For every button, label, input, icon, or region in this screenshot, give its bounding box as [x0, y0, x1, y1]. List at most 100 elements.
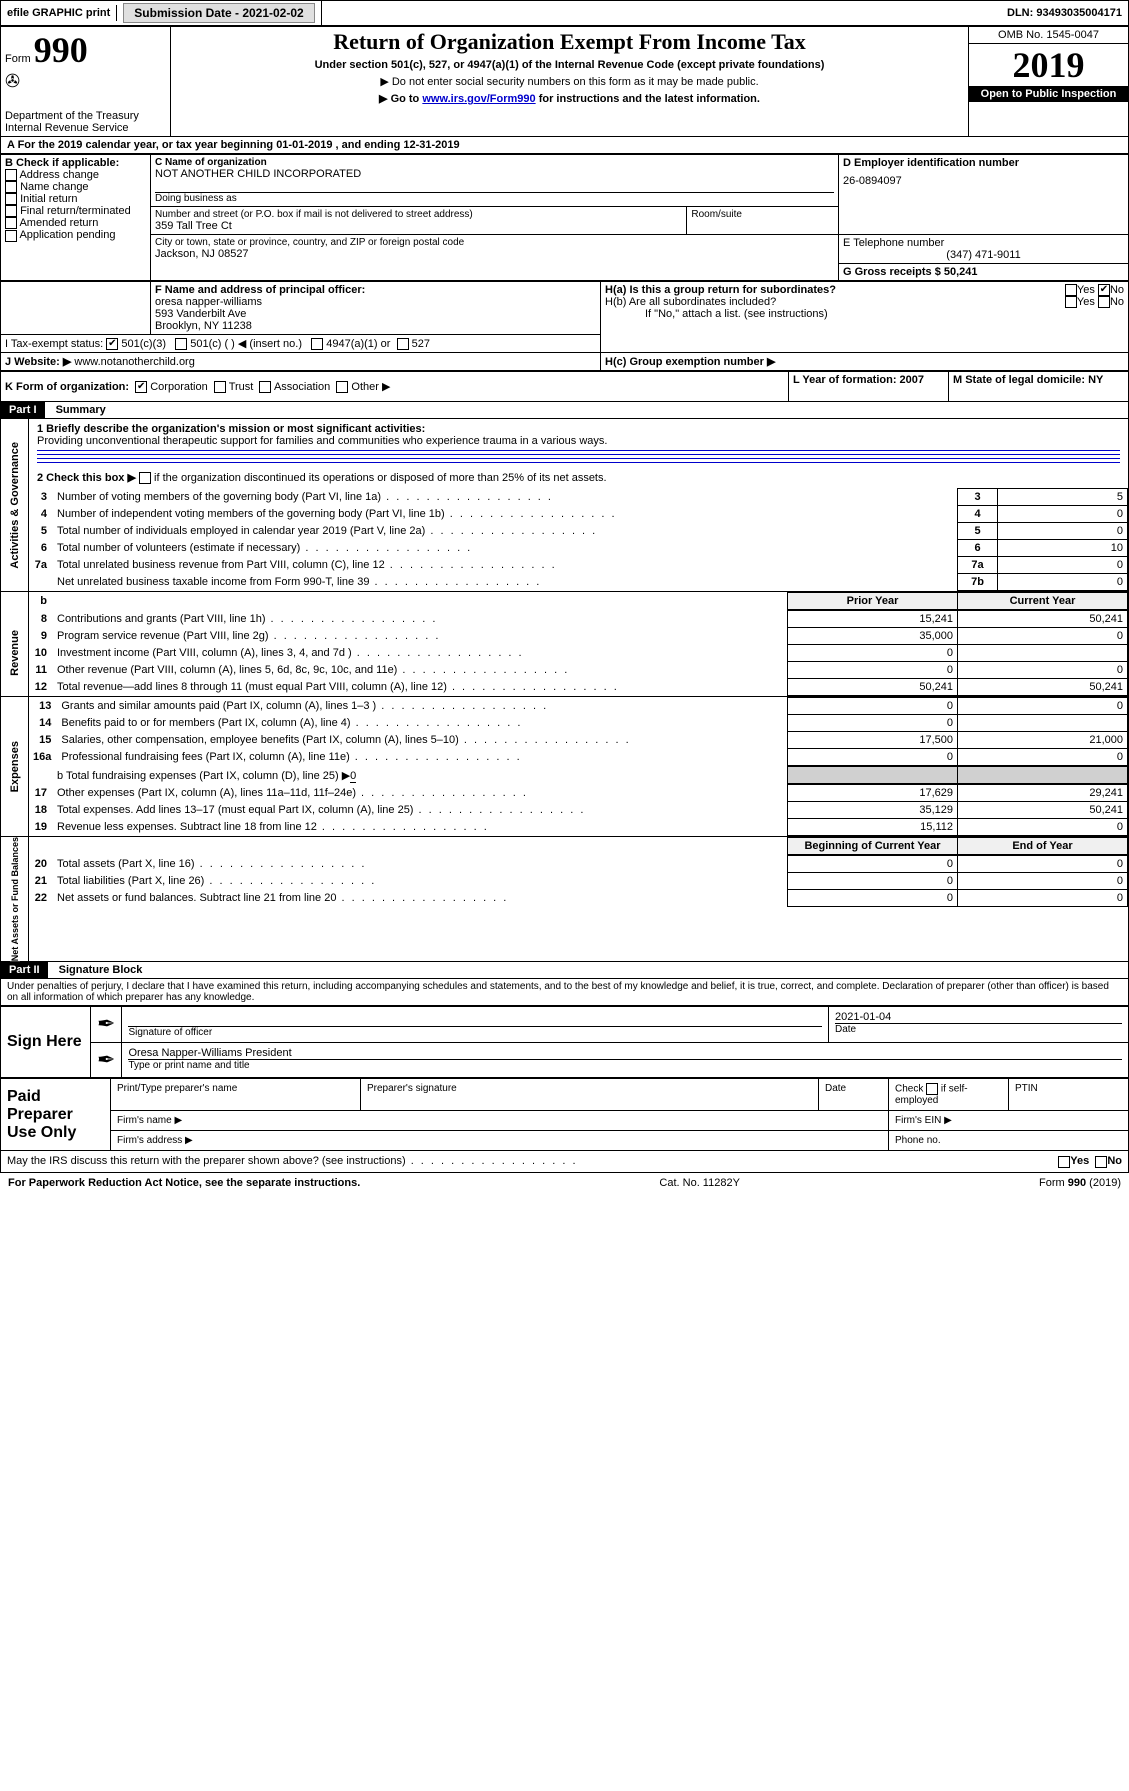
line-value: 0	[998, 557, 1128, 574]
firm-ein-label: Firm's EIN ▶	[889, 1111, 1129, 1131]
city-label: City or town, state or province, country…	[155, 237, 834, 248]
form-label: Form	[5, 53, 31, 65]
check-address-change[interactable]	[5, 169, 17, 181]
info-block: B Check if applicable: Address change Na…	[0, 154, 1129, 281]
current-value: 29,241	[958, 785, 1128, 802]
current-value: 21,000	[958, 732, 1128, 749]
l-label: L Year of formation: 2007	[793, 374, 924, 386]
line-label: Total liabilities (Part X, line 26)	[53, 873, 788, 890]
l1-label: 1 Briefly describe the organization's mi…	[37, 423, 425, 435]
line-label: Number of independent voting members of …	[53, 506, 958, 523]
irs-link[interactable]: www.irs.gov/Form990	[422, 93, 535, 105]
current-value	[958, 645, 1128, 662]
form-title: Return of Organization Exempt From Incom…	[175, 29, 964, 55]
line-col: 4	[958, 506, 998, 523]
g-label: G Gross receipts $ 50,241	[839, 264, 1129, 281]
room-label: Room/suite	[687, 207, 838, 234]
i-501c[interactable]	[175, 338, 187, 350]
j-label: J Website: ▶	[5, 356, 71, 368]
sign-here-table: Sign Here ✒ Signature of officer 2021-01…	[0, 1006, 1129, 1078]
k-corp[interactable]	[135, 381, 147, 393]
discuss-no[interactable]	[1095, 1156, 1107, 1168]
hc-label: H(c) Group exemption number ▶	[605, 356, 775, 368]
line-label: Other expenses (Part IX, column (A), lin…	[53, 785, 788, 802]
current-year-header: Current Year	[1010, 595, 1076, 607]
pen-icon: ✒	[91, 1007, 122, 1043]
line-label: Contributions and grants (Part VIII, lin…	[53, 611, 788, 628]
activities-governance-section: Activities & Governance 1 Briefly descri…	[0, 419, 1129, 591]
sig-date-value: 2021-01-04	[835, 1011, 1122, 1023]
l16b-value: 0	[350, 770, 356, 783]
net-assets-label: Net Assets or Fund Balances	[10, 837, 20, 961]
l2-label: 2 Check this box ▶	[37, 472, 136, 484]
self-employed-check[interactable]	[926, 1083, 938, 1095]
line-value: 0	[998, 523, 1128, 540]
discuss-row: May the IRS discuss this return with the…	[0, 1151, 1129, 1172]
street-value: 359 Tall Tree Ct	[155, 220, 682, 232]
line-value: 5	[998, 489, 1128, 506]
lineno: 16a	[29, 749, 57, 766]
discuss-yes[interactable]	[1058, 1156, 1070, 1168]
line-label: Professional fundraising fees (Part IX, …	[57, 749, 787, 766]
line-label: Salaries, other compensation, employee b…	[57, 732, 787, 749]
prior-value: 35,129	[788, 802, 958, 819]
footer-mid: Cat. No. 11282Y	[659, 1177, 740, 1189]
activities-governance-label: Activities & Governance	[9, 442, 21, 569]
firm-addr-label: Firm's address ▶	[111, 1131, 889, 1151]
check-amended[interactable]	[5, 217, 17, 229]
col-b: b	[40, 595, 47, 607]
line-label: Total number of volunteers (estimate if …	[53, 540, 958, 557]
end-year-header: End of Year	[1012, 840, 1072, 852]
revenue-label: Revenue	[9, 630, 21, 676]
footer-right: Form 990 (2019)	[1039, 1177, 1121, 1189]
line-label: Revenue less expenses. Subtract line 18 …	[53, 819, 788, 836]
c-name-label: C Name of organization	[155, 157, 834, 168]
officer-line3: Brooklyn, NY 11238	[155, 320, 596, 332]
l2-check[interactable]	[139, 472, 151, 484]
check-initial-return[interactable]	[5, 193, 17, 205]
officer-line2: 593 Vanderbilt Ave	[155, 308, 596, 320]
line-label: Program service revenue (Part VIII, line…	[53, 628, 788, 645]
lineno: 22	[29, 890, 53, 907]
prior-year-header: Prior Year	[847, 595, 899, 607]
line-col: 5	[958, 523, 998, 540]
check-name-change[interactable]	[5, 181, 17, 193]
lineno: 6	[29, 540, 53, 557]
prior-value: 0	[788, 749, 958, 766]
note-1: ▶ Do not enter social security numbers o…	[175, 75, 964, 88]
footer: For Paperwork Reduction Act Notice, see …	[0, 1173, 1129, 1193]
i-501c3[interactable]	[106, 338, 118, 350]
e-label: E Telephone number	[843, 237, 1124, 249]
org-name: NOT ANOTHER CHILD INCORPORATED	[155, 168, 834, 180]
ha-yes[interactable]	[1065, 284, 1077, 296]
submission-date-button[interactable]: Submission Date - 2021-02-02	[123, 3, 314, 23]
k-trust[interactable]	[214, 381, 226, 393]
ha-no[interactable]	[1098, 284, 1110, 296]
line-col: 7b	[958, 574, 998, 591]
line-label: Net unrelated business taxable income fr…	[53, 574, 958, 591]
line-col: 6	[958, 540, 998, 557]
k-assoc[interactable]	[259, 381, 271, 393]
check-application-pending[interactable]	[5, 230, 17, 242]
footer-left: For Paperwork Reduction Act Notice, see …	[8, 1177, 360, 1189]
lineno: 20	[29, 856, 53, 873]
d-label: D Employer identification number	[843, 157, 1124, 169]
i-4947[interactable]	[311, 338, 323, 350]
k-other[interactable]	[336, 381, 348, 393]
dept-label: Department of the Treasury	[5, 110, 166, 122]
lineno: 15	[29, 732, 57, 749]
lineno: 4	[29, 506, 53, 523]
lineno: 14	[29, 715, 57, 732]
i-527[interactable]	[397, 338, 409, 350]
i-label: I Tax-exempt status:	[5, 338, 103, 350]
current-value: 0	[958, 628, 1128, 645]
hb-yes[interactable]	[1065, 296, 1077, 308]
lineno: 12	[29, 679, 53, 696]
hb-no[interactable]	[1098, 296, 1110, 308]
fh-block: F Name and address of principal officer:…	[0, 281, 1129, 371]
prior-value: 0	[788, 662, 958, 679]
prep-name-label: Print/Type preparer's name	[111, 1079, 361, 1111]
line-label: Benefits paid to or for members (Part IX…	[57, 715, 787, 732]
subtitle: Under section 501(c), 527, or 4947(a)(1)…	[175, 59, 964, 71]
check-final-return[interactable]	[5, 205, 17, 217]
